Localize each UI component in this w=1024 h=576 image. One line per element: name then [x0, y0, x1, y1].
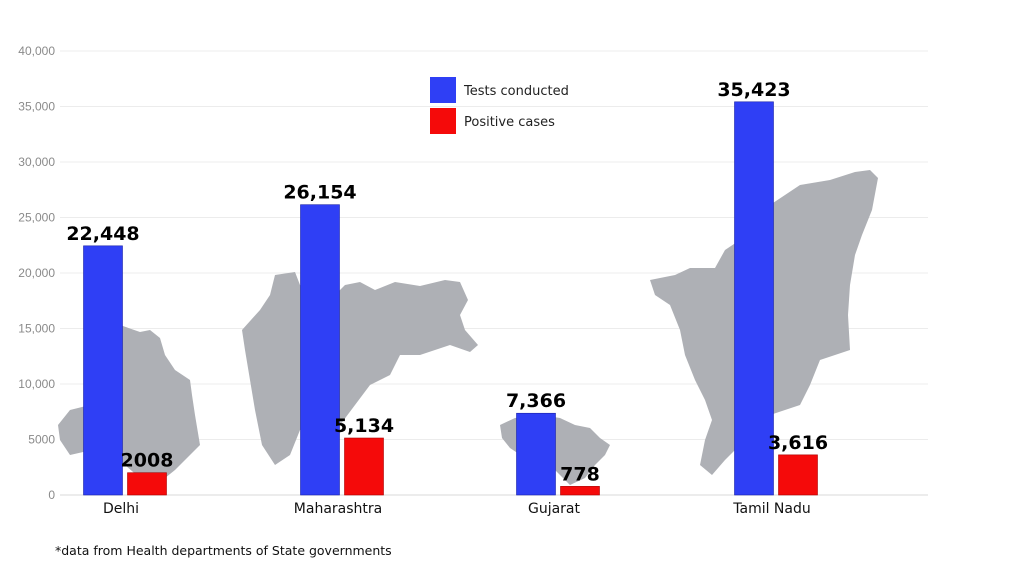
- bar-tests-maharashtra: [300, 204, 340, 496]
- data-labels: 22,448 2008 26,154 5,134 7,366 778 35,423 3,616: [66, 79, 828, 486]
- bar-positive-gujarat: [560, 486, 600, 496]
- category-label: Maharashtra: [294, 501, 382, 517]
- data-label: 5,134: [334, 415, 394, 437]
- x-axis-categories: Delhi Maharashtra Gujarat Tamil Nadu: [103, 501, 811, 517]
- bar-positive-tamil-nadu: [778, 454, 818, 496]
- data-label: 22,448: [66, 223, 139, 245]
- y-tick-label: 35,000: [18, 100, 55, 114]
- y-tick-label: 10,000: [18, 377, 55, 391]
- footnote: *data from Health departments of State g…: [55, 543, 392, 558]
- data-label: 3,616: [768, 432, 828, 454]
- data-label: 26,154: [283, 182, 356, 204]
- category-label: Tamil Nadu: [732, 501, 811, 517]
- category-label: Gujarat: [528, 501, 581, 517]
- bar-positive-delhi: [127, 472, 167, 496]
- bar-tests-gujarat: [516, 412, 556, 496]
- bars: [83, 101, 818, 496]
- y-tick-label: 40,000: [18, 44, 55, 58]
- legend-label-tests: Tests conducted: [463, 84, 569, 99]
- data-label: 35,423: [717, 79, 790, 101]
- y-tick-label: 0: [48, 488, 55, 502]
- data-label: 7,366: [506, 390, 566, 412]
- data-label: 2008: [121, 450, 174, 472]
- bar-tests-delhi: [83, 245, 123, 496]
- y-tick-label: 20,000: [18, 266, 55, 280]
- data-label: 778: [560, 463, 600, 485]
- gridlines: [60, 50, 928, 496]
- bar-tests-tamil-nadu: [734, 101, 774, 496]
- y-tick-label: 15,000: [18, 322, 55, 336]
- legend-swatch-positive: [430, 108, 456, 134]
- y-axis-ticks: 0 5000 10,000 15,000 20,000 25,000 30,000 35,00…: [18, 44, 55, 502]
- bar-positive-maharashtra: [344, 437, 384, 496]
- legend-label-positive: Positive cases: [464, 115, 555, 130]
- y-tick-label: 25,000: [18, 211, 55, 225]
- legend-swatch-tests: [430, 77, 456, 103]
- category-label: Delhi: [103, 501, 139, 517]
- y-tick-label: 5000: [28, 433, 55, 447]
- legend: Tests conducted Positive cases: [430, 77, 569, 134]
- y-tick-label: 30,000: [18, 155, 55, 169]
